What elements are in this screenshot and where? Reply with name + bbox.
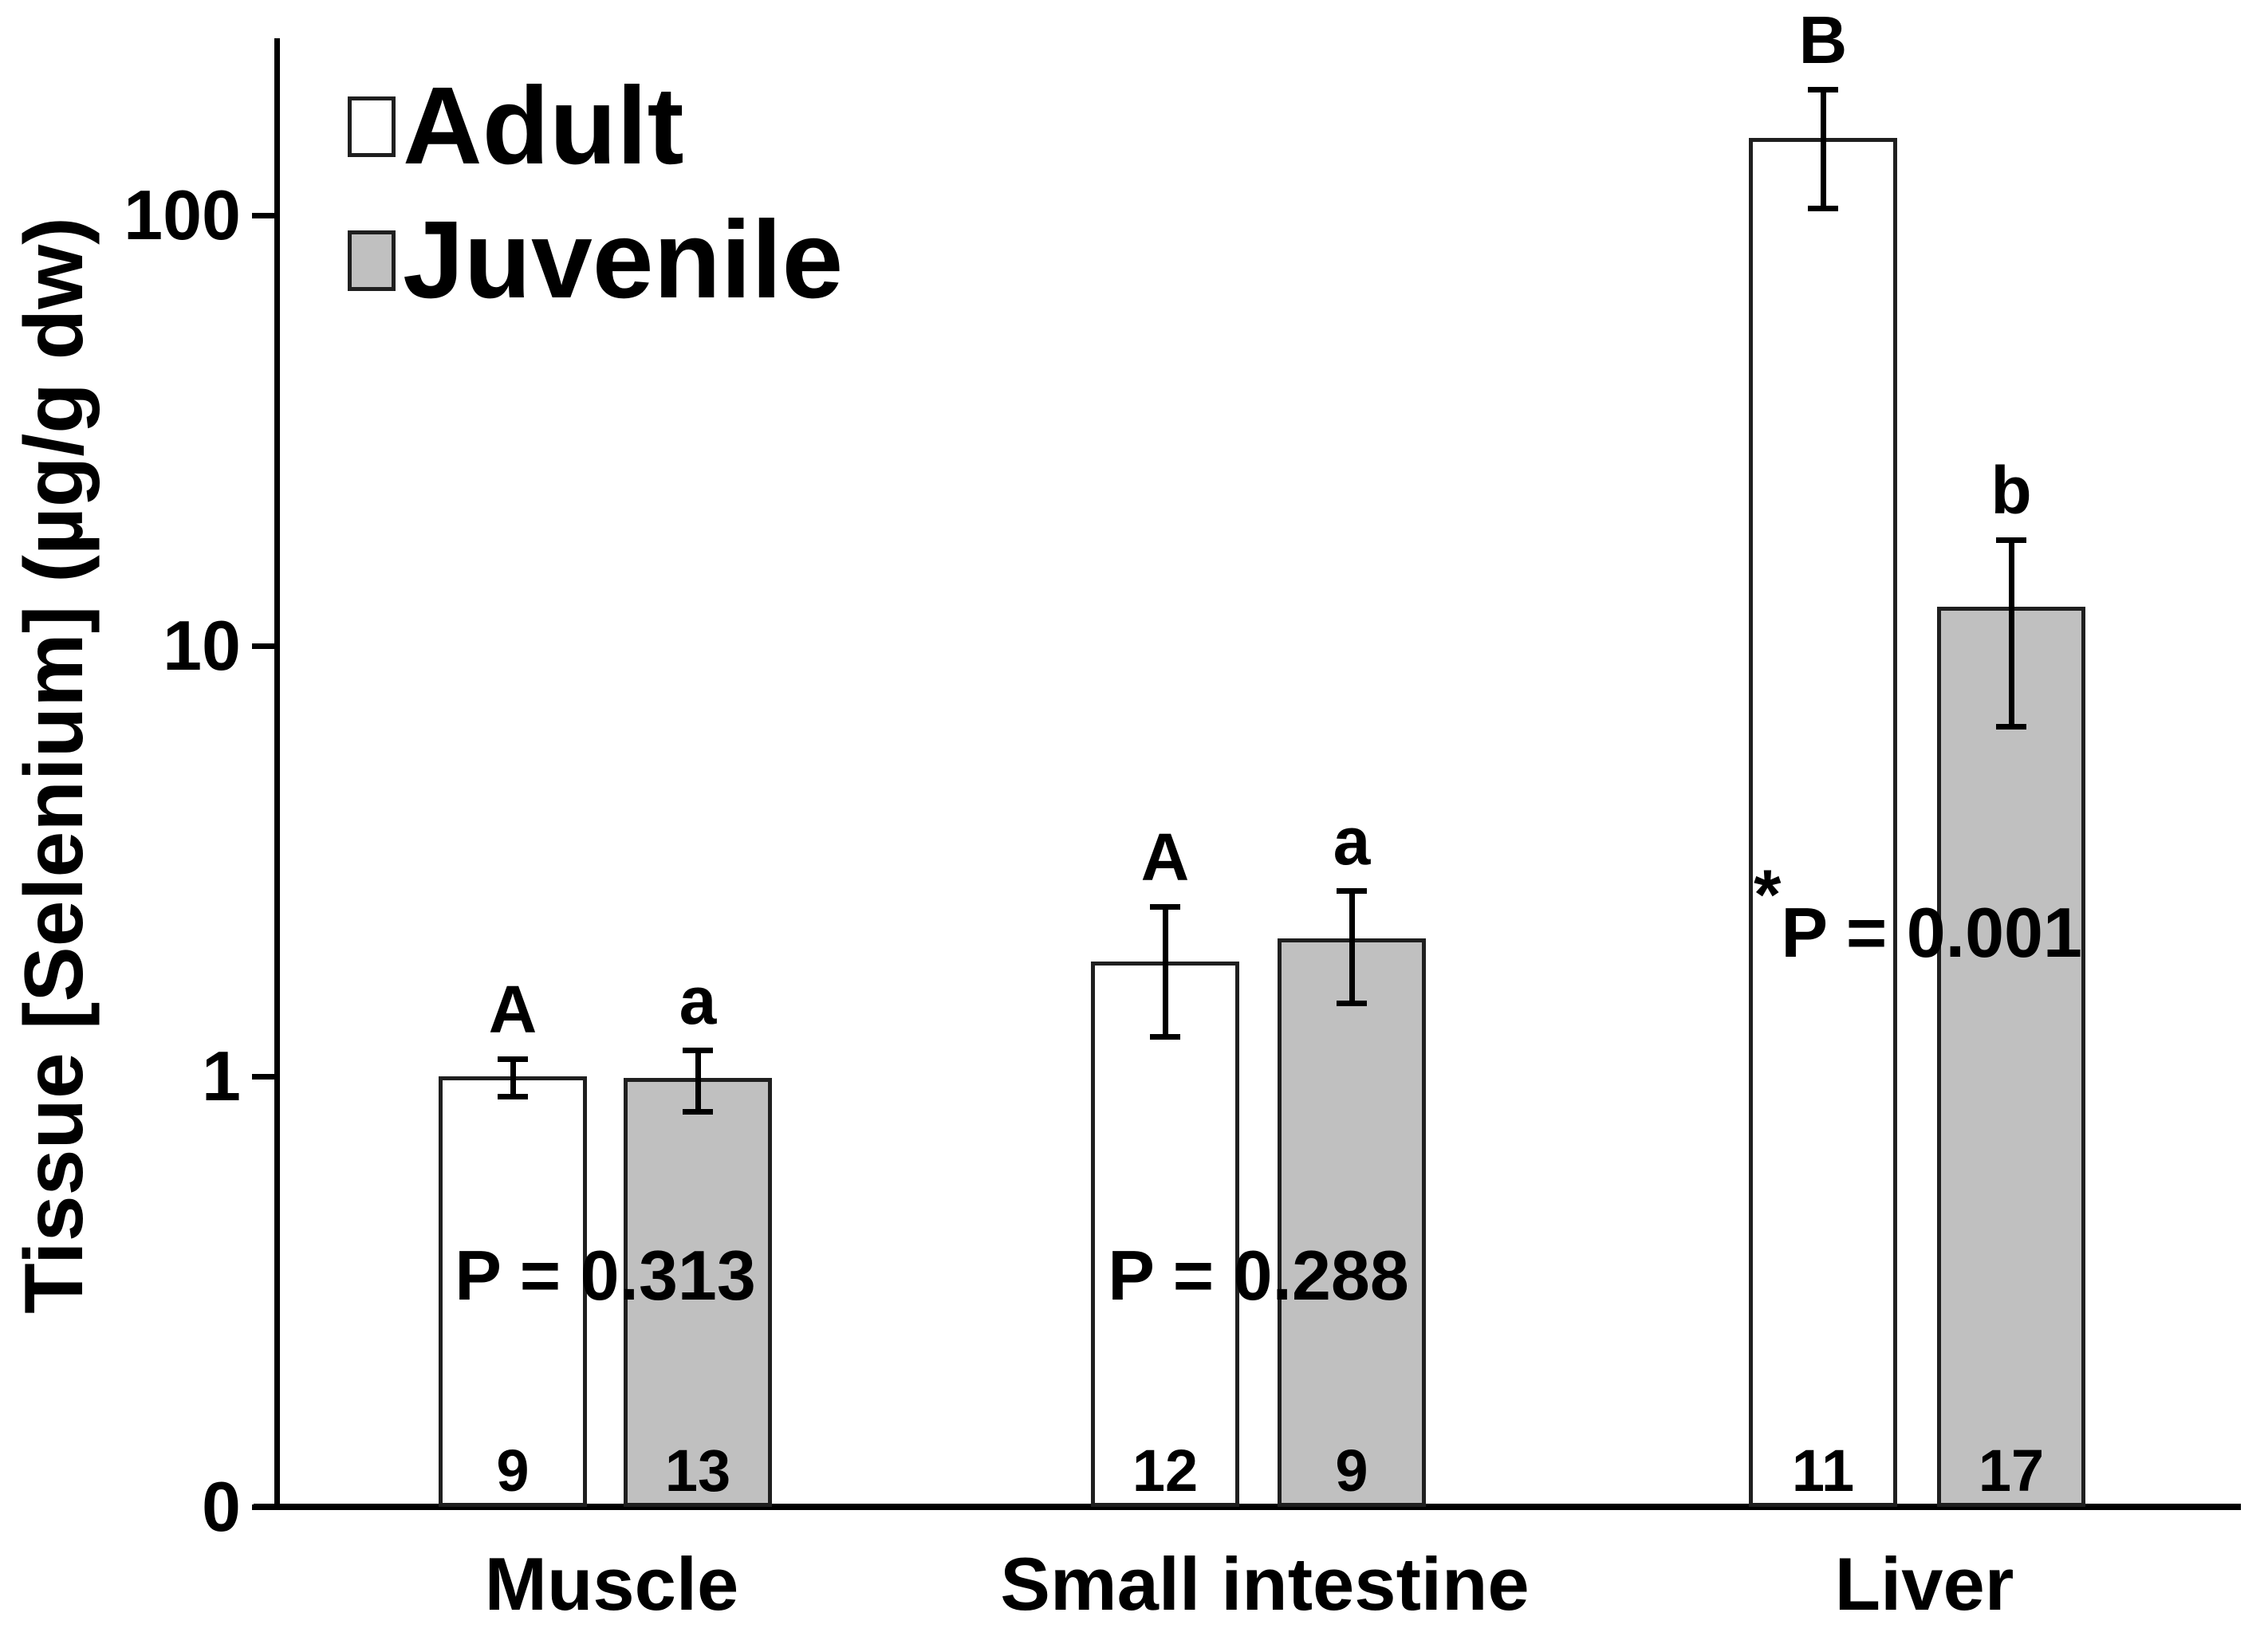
x-axis-line (254, 1504, 2241, 1510)
error-bar-cap-bottom-juvenile-liver (1996, 724, 2026, 730)
y-axis-line (274, 38, 280, 1510)
legend-swatch-adult (348, 96, 396, 157)
y-tick-10 (252, 643, 279, 649)
error-bar-cap-bottom-adult-small-intestine (1150, 1034, 1180, 1040)
legend-swatch-juvenile (348, 230, 396, 291)
y-tick-100 (252, 213, 279, 218)
bar-juvenile-liver (1937, 607, 2085, 1507)
legend-label-juvenile: Juvenile (403, 199, 844, 321)
error-bar-cap-bottom-juvenile-small-intestine (1337, 1001, 1367, 1006)
n-label-juvenile-muscle: 13 (664, 1438, 731, 1504)
error-bar-adult-muscle (510, 1059, 516, 1096)
error-bar-cap-bottom-adult-liver (1808, 206, 1838, 211)
bar-adult-small-intestine (1091, 962, 1239, 1507)
sig-letter-adult-liver: B (1798, 2, 1848, 77)
x-axis-label-small-intestine: Small intestine (1000, 1542, 1530, 1626)
bar-adult-muscle (439, 1076, 587, 1507)
sig-letter-juvenile-muscle: a (679, 963, 717, 1038)
error-bar-cap-top-adult-liver (1808, 87, 1838, 92)
sig-letter-adult-muscle: A (488, 972, 537, 1047)
bar-juvenile-small-intestine (1278, 938, 1426, 1507)
p-value-small-intestine: P = 0.288 (1108, 1236, 1409, 1315)
sig-letter-adult-small-intestine: A (1140, 820, 1190, 895)
error-bar-adult-small-intestine (1163, 907, 1168, 1036)
significance-asterisk: * (1754, 855, 1782, 934)
y-tick-label-100: 100 (124, 175, 241, 254)
sig-letter-juvenile-liver: b (1990, 453, 2032, 528)
error-bar-juvenile-small-intestine (1349, 891, 1355, 1003)
y-tick-label-10: 10 (163, 606, 241, 685)
error-bar-cap-top-juvenile-muscle (683, 1048, 713, 1053)
p-value-liver: *P = 0.001 (1754, 855, 2082, 972)
error-bar-cap-bottom-juvenile-muscle (683, 1109, 713, 1115)
sig-letter-juvenile-small-intestine: a (1333, 804, 1371, 879)
y-axis-title: Tissue [Selenium] (µg/g dw) (8, 217, 100, 1314)
n-label-adult-small-intestine: 12 (1132, 1438, 1199, 1504)
error-bar-cap-top-juvenile-small-intestine (1337, 888, 1367, 894)
y-tick-0 (252, 1504, 279, 1510)
x-axis-label-muscle: Muscle (484, 1542, 739, 1626)
n-label-juvenile-small-intestine: 9 (1335, 1438, 1368, 1504)
n-label-juvenile-liver: 17 (1978, 1438, 2045, 1504)
y-tick-1 (252, 1074, 279, 1080)
p-value-muscle: P = 0.313 (455, 1236, 756, 1315)
error-bar-cap-top-adult-small-intestine (1150, 904, 1180, 910)
error-bar-cap-bottom-adult-muscle (498, 1094, 528, 1099)
error-bar-cap-top-adult-muscle (498, 1056, 528, 1062)
bar-juvenile-muscle (624, 1078, 772, 1507)
y-tick-label-0: 0 (202, 1467, 241, 1546)
legend-label-adult: Adult (403, 65, 684, 187)
bar-adult-liver (1749, 138, 1897, 1507)
n-label-adult-muscle: 9 (496, 1438, 530, 1504)
error-bar-juvenile-liver (2009, 540, 2014, 726)
y-tick-label-1: 1 (202, 1036, 241, 1115)
error-bar-cap-top-juvenile-liver (1996, 537, 2026, 543)
error-bar-juvenile-muscle (695, 1050, 701, 1111)
n-label-adult-liver: 11 (1791, 1438, 1855, 1504)
error-bar-adult-liver (1821, 89, 1826, 208)
x-axis-label-liver: Liver (1834, 1542, 2014, 1626)
